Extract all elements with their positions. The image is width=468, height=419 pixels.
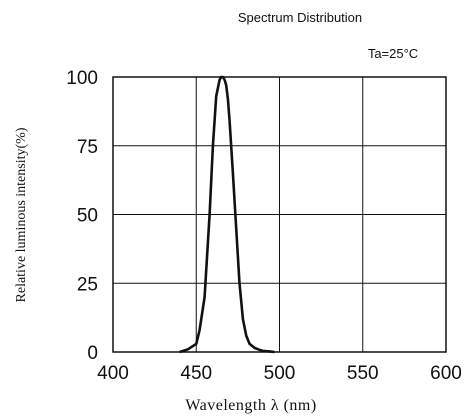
grid (113, 77, 446, 352)
temperature-condition: Ta=25°C (368, 46, 418, 61)
chart-title: Spectrum Distribution (238, 10, 362, 25)
x-tick-label: 600 (430, 363, 462, 384)
spectrum-curve (179, 75, 275, 354)
y-tick-label: 100 (66, 68, 98, 89)
y-tick-label: 25 (77, 274, 98, 295)
y-tick-label: 75 (77, 137, 98, 158)
tick-labels: 400 450 500 550 600 0 25 50 75 100 (66, 68, 462, 384)
x-tick-label: 500 (264, 363, 296, 384)
x-tick-label: 450 (180, 363, 212, 384)
x-axis-label: Wavelength λ (nm) (185, 397, 316, 414)
x-tick-label: 400 (97, 363, 129, 384)
y-axis-label: Relative luminous intensity(%) (14, 127, 29, 302)
plot-frame (112, 76, 447, 353)
x-tick-label: 550 (347, 363, 379, 384)
y-tick-label: 0 (87, 343, 98, 364)
y-tick-label: 50 (77, 206, 98, 227)
